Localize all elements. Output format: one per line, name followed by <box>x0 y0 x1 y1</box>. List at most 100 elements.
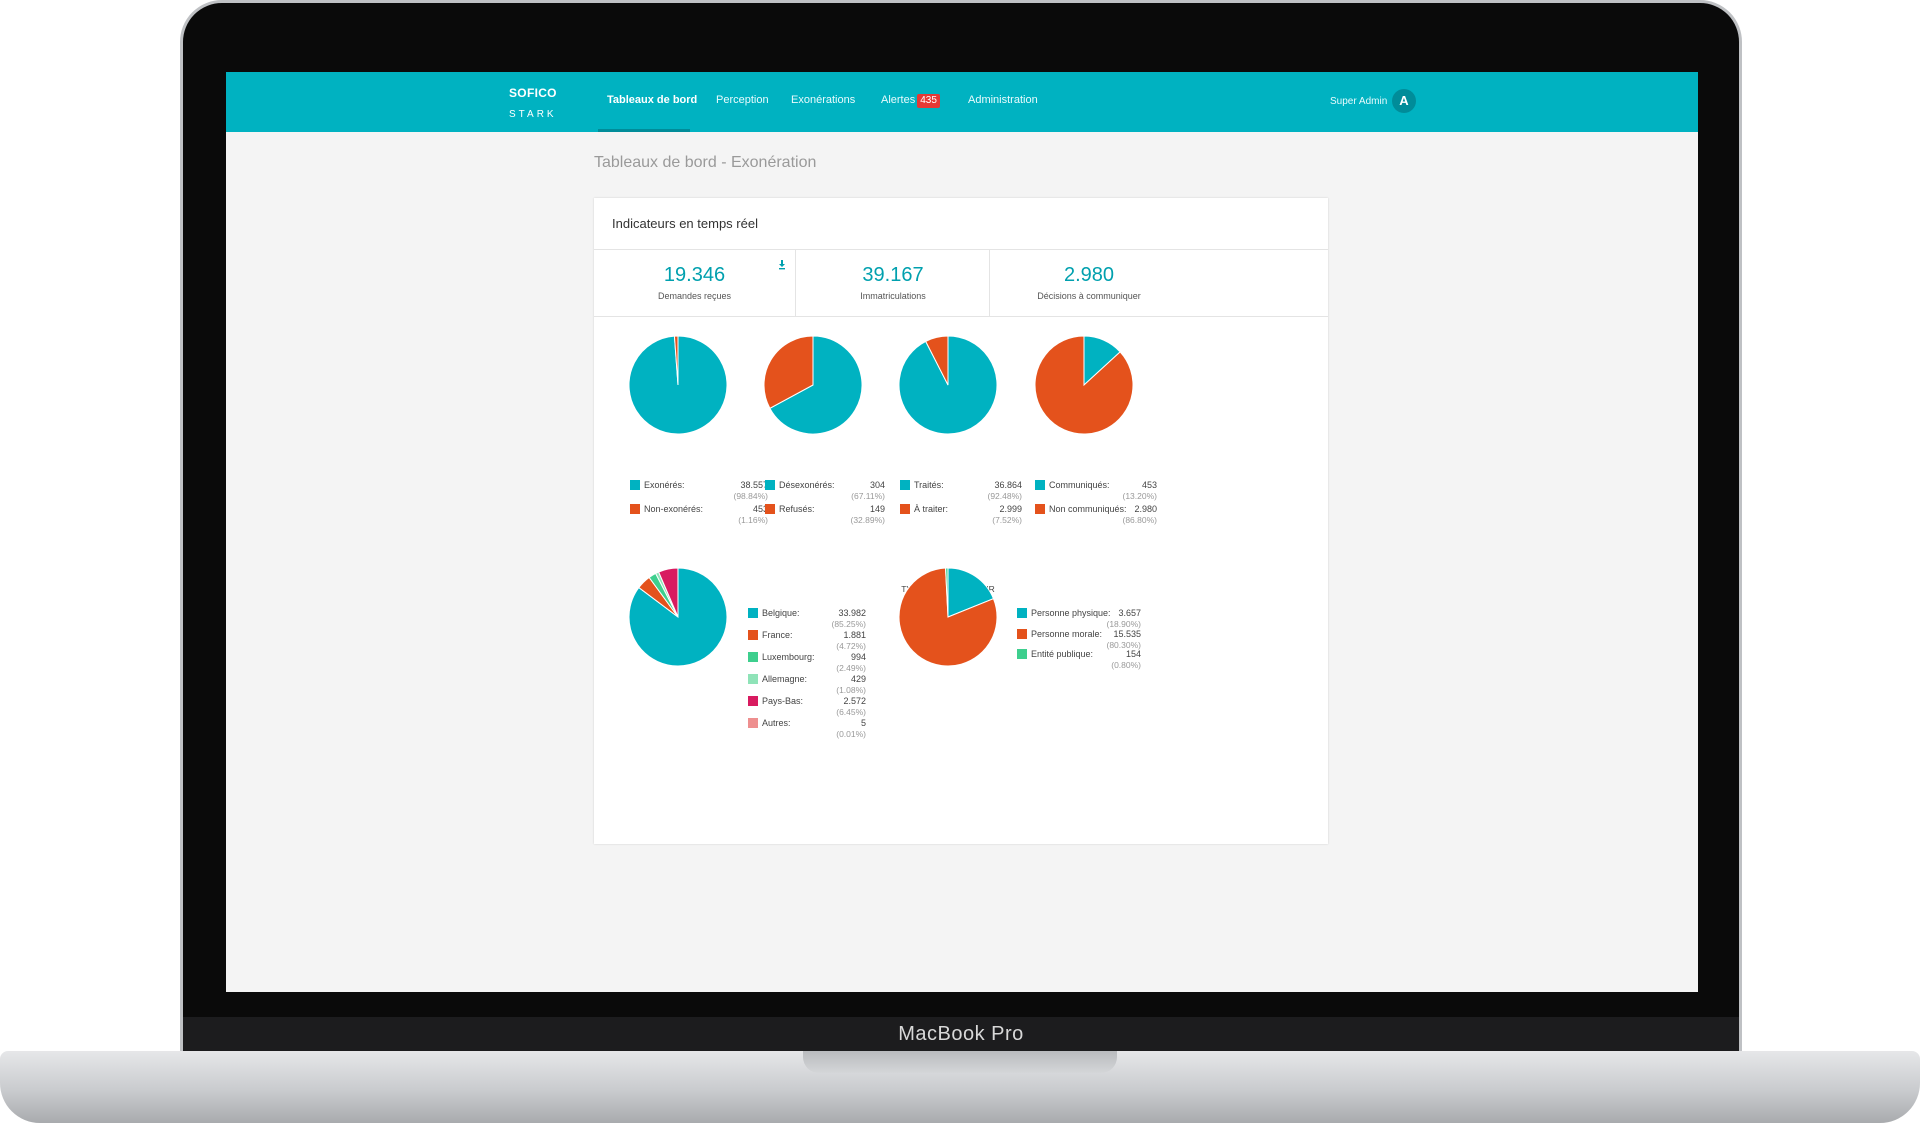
legend-label: Refusés: <box>779 504 815 514</box>
pie-chart[interactable] <box>762 334 864 436</box>
legend-label: Luxembourg: <box>762 652 815 662</box>
legend-value: 5 <box>860 718 866 728</box>
nav-tab-alerts[interactable]: Alertes 435 <box>881 72 940 132</box>
legend-value: 154 <box>1125 649 1141 659</box>
kpi-registrations: 39.167 Immatriculations <box>795 250 990 316</box>
legend-label: Non communiqués: <box>1049 504 1127 514</box>
legend-percent: (4.72%) <box>836 641 866 651</box>
legend-swatch <box>630 480 640 490</box>
legend-swatch <box>748 608 758 618</box>
kpi-decisions: 2.980 Décisions à communiquer <box>989 250 1188 316</box>
legend-value: 36.864 <box>994 480 1022 490</box>
legend-swatch <box>1035 480 1045 490</box>
user-avatar[interactable]: A <box>1392 89 1416 113</box>
legend-label: Personne morale: <box>1031 628 1103 639</box>
pie-slice[interactable] <box>945 567 949 618</box>
legend-label: Personne physique: <box>1031 608 1111 618</box>
legend-value: 2.572 <box>843 696 866 706</box>
laptop-chin <box>183 1017 1739 1051</box>
kpi-value: 19.346 <box>663 264 726 286</box>
legend-label: Exonérés: <box>644 480 685 490</box>
legend-value: 453 <box>1141 480 1157 490</box>
legend-percent: (85.25%) <box>831 619 867 629</box>
legend-label: Communiqués: <box>1049 480 1110 490</box>
legend-value: 2.999 <box>999 504 1022 514</box>
legend-swatch <box>748 674 758 684</box>
pie-slice[interactable] <box>763 335 814 409</box>
pie-chart[interactable] <box>627 334 729 436</box>
pie-slice[interactable] <box>673 335 679 386</box>
nav-tab-alerts-label: Alertes <box>881 94 916 106</box>
nav-tab-administration[interactable]: Administration <box>968 94 1038 106</box>
download-icon[interactable] <box>778 260 786 270</box>
legend-value: 15.535 <box>1113 628 1141 639</box>
device-brand: MacBook Pro <box>898 1023 1024 1045</box>
legend-swatch <box>900 480 910 490</box>
kpi-label: Immatriculations <box>860 291 926 301</box>
legend-value: 33.982 <box>838 608 866 618</box>
panel-header: Indicateurs en temps réel <box>594 198 1328 250</box>
laptop-notch <box>803 1051 1117 1073</box>
pie-slice[interactable] <box>925 335 949 386</box>
legend-value: 149 <box>869 504 885 514</box>
legend-swatch <box>748 652 758 662</box>
app-logo[interactable]: SOFICO <box>509 86 557 100</box>
legend-value: 1.881 <box>843 630 866 640</box>
legend-percent: (92.48%) <box>987 491 1023 501</box>
pie-chart[interactable] <box>627 566 729 668</box>
top-navigation-bar: SOFICO STARK Tableaux de bord Perception… <box>226 72 1698 132</box>
legend-percent: (0.80%) <box>1111 660 1141 670</box>
legend-label: À traiter: <box>914 504 949 514</box>
nav-tab-perception[interactable]: Perception <box>716 94 769 106</box>
legend-percent: (1.08%) <box>836 685 866 695</box>
legend-swatch <box>1035 504 1045 514</box>
legend-value: 2.980 <box>1134 504 1157 514</box>
nav-tab-dashboards[interactable]: Tableaux de bord <box>607 94 698 106</box>
screen: SOFICO STARK Tableaux de bord Perception… <box>226 72 1698 992</box>
legend-swatch <box>1017 649 1027 659</box>
nav-tab-exonerations[interactable]: Exonérations <box>791 94 856 106</box>
alerts-count-badge: 435 <box>917 94 940 108</box>
kpi-label: Demandes reçues <box>657 291 732 301</box>
page-title: Tableaux de bord - Exonération <box>594 154 817 171</box>
legend-swatch <box>630 504 640 514</box>
legend-value: 453 <box>752 504 768 514</box>
legend-label: Belgique: <box>762 608 800 618</box>
pie-chart[interactable] <box>897 334 999 436</box>
pie-slice[interactable] <box>769 335 863 435</box>
legend-swatch <box>748 630 758 640</box>
legend-label: Pays-Bas: <box>762 696 804 706</box>
legend-value: 304 <box>869 480 885 490</box>
realtime-indicators-panel: Indicateurs en temps réel 19.346 Demande… <box>594 198 1328 844</box>
legend-percent: (13.20%) <box>1122 491 1158 501</box>
legend-percent: (7.52%) <box>992 515 1022 525</box>
kpi-value: 39.167 <box>862 264 924 286</box>
legend-percent: (32.89%) <box>850 515 886 525</box>
pie-slice[interactable] <box>1034 335 1134 435</box>
legend-percent: (86.80%) <box>1122 515 1158 525</box>
pie-chart[interactable] <box>897 566 999 668</box>
user-name[interactable]: Super Admin <box>1330 96 1388 107</box>
legend-swatch <box>900 504 910 514</box>
pie-slice[interactable] <box>947 567 995 618</box>
legend-swatch <box>1017 628 1027 639</box>
legend-label: Entité publique: <box>1031 649 1094 659</box>
legend-label: France: <box>762 630 793 640</box>
legend-percent: (18.90%) <box>1106 619 1142 629</box>
legend-label: Traités: <box>914 480 944 490</box>
legend-swatch <box>765 480 775 490</box>
app-logo-subtitle: STARK <box>509 109 557 120</box>
legend-percent: (80.30%) <box>1106 639 1142 650</box>
kpi-label: Décisions à communiquer <box>1037 291 1141 301</box>
kpi-row: 19.346 Demandes reçues 39.167 Immatricul… <box>594 250 1328 317</box>
pie-chart[interactable] <box>1033 334 1135 436</box>
legend-percent: (0.01%) <box>836 729 866 739</box>
kpi-value: 2.980 <box>1063 264 1115 286</box>
legend-label: Allemagne: <box>762 674 808 684</box>
legend-value: 429 <box>850 674 866 684</box>
legend-swatch <box>765 504 775 514</box>
panel-title: Indicateurs en temps réel <box>612 216 758 231</box>
legend-value: 3.657 <box>1118 608 1141 618</box>
legend-percent: (98.84%) <box>733 491 769 501</box>
legend-value: 994 <box>850 652 866 662</box>
